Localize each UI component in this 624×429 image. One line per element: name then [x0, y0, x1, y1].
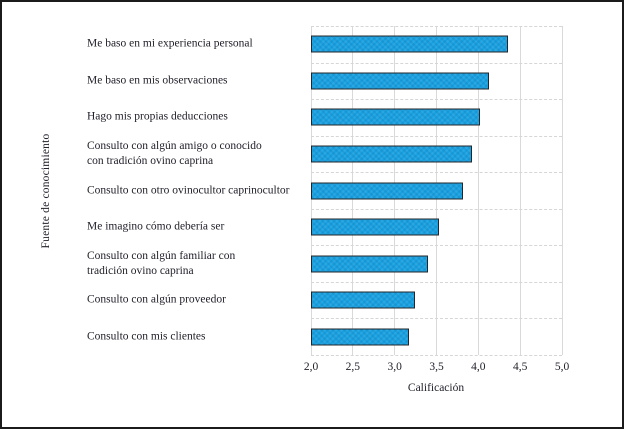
- row-divider-gridline: [311, 355, 562, 356]
- x-tick-label: 5,0: [554, 361, 570, 373]
- category-label: Me baso en mis observaciones: [87, 74, 228, 87]
- x-axis-title: Calificación: [407, 382, 465, 394]
- category-axis-labels: Me baso en mi experiencia personal Me bas…: [87, 26, 311, 355]
- x-tick-label: 2,5: [345, 361, 361, 373]
- bar: [311, 291, 416, 309]
- x-tick-label: 4,0: [471, 361, 486, 373]
- row-divider-gridline: [311, 99, 562, 101]
- row-divider-gridline: [311, 62, 562, 64]
- category-label: Hago mis propias deducciones: [87, 110, 228, 123]
- x-tick-label: 2,0: [303, 361, 319, 373]
- category-label: Consulto con algún familiar con tradició…: [87, 249, 236, 277]
- bar: [311, 218, 439, 236]
- x-tick-label: 4,5: [512, 361, 528, 373]
- y-axis-title: Fuente de conocimiento: [40, 133, 52, 249]
- row-divider-gridline: [311, 318, 562, 320]
- row-divider-gridline: [311, 245, 562, 247]
- vertical-gridline: [519, 26, 521, 355]
- category-label: Me imagino cómo debería ser: [87, 220, 225, 233]
- category-label: Me baso en mi experiencia personal: [87, 37, 253, 50]
- vertical-gridline: [561, 26, 563, 355]
- category-label: Consulto con otro ovinocultor caprinocul…: [87, 184, 290, 196]
- row-divider-gridline: [311, 281, 562, 283]
- row-divider-gridline: [311, 26, 562, 27]
- bar: [311, 255, 429, 273]
- x-axis-ticks: 2,0 2,5 3,0 3,5 4,0 4,5 5,0: [304, 361, 569, 377]
- vertical-gridline: [477, 26, 479, 355]
- bar: [311, 145, 472, 163]
- x-tick-label: 3,0: [387, 361, 402, 373]
- bar: [311, 108, 481, 126]
- x-tick-label: 3,5: [429, 361, 444, 373]
- bar: [311, 328, 410, 346]
- bar: [311, 182, 463, 199]
- row-divider-gridline: [311, 135, 562, 137]
- category-label: Consulto con algún amigo o conocido con …: [87, 139, 262, 167]
- plot-area: [310, 26, 563, 356]
- category-label: Consulto con algún proveedor: [87, 293, 226, 306]
- category-label: Consulto con mis clientes: [87, 330, 206, 343]
- row-divider-gridline: [311, 172, 562, 174]
- bar: [311, 72, 489, 90]
- row-divider-gridline: [311, 208, 562, 210]
- bar: [311, 35, 508, 53]
